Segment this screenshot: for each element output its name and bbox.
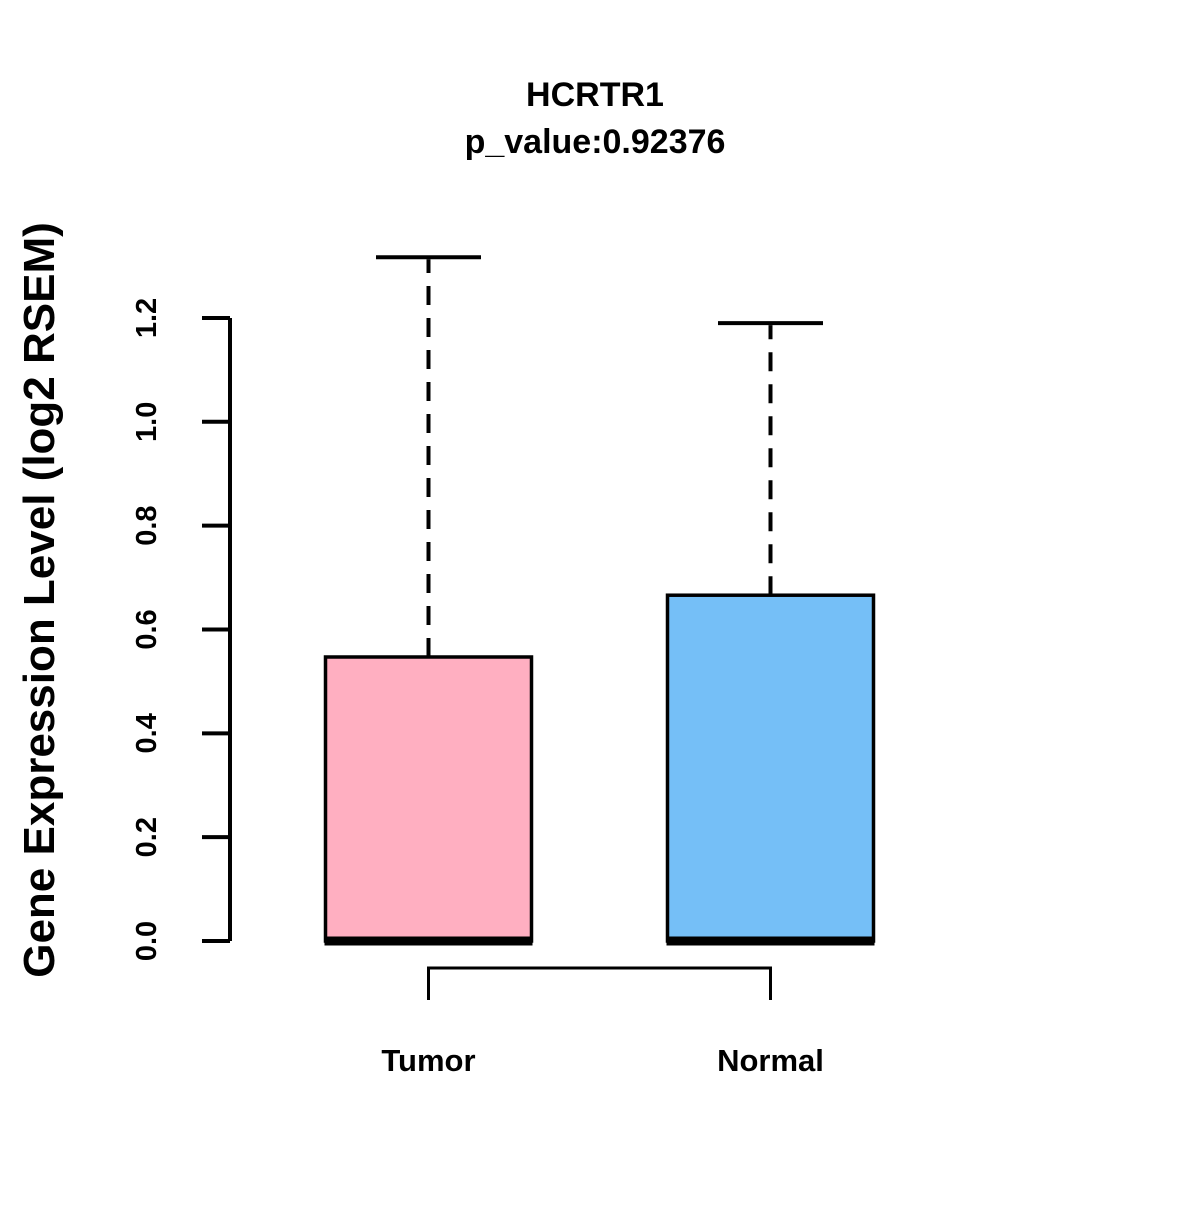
- boxplots: [323, 255, 876, 946]
- y-axis-label: Gene Expression Level (log2 RSEM): [15, 222, 64, 978]
- box-tumor: [323, 655, 534, 943]
- x-category-labels: Tumor Normal: [381, 1043, 823, 1078]
- x-label-normal: Normal: [717, 1043, 824, 1078]
- y-axis-tick-label: 0.6: [131, 609, 163, 649]
- comparison-bracket-line: [427, 966, 772, 1000]
- y-axis-tick-label: 0.4: [131, 713, 163, 753]
- y-axis-tick-label: 0.0: [131, 921, 163, 961]
- box-normal: [665, 593, 876, 943]
- y-axis-tick-label: 0.8: [131, 505, 163, 545]
- chart-title: HCRTR1: [526, 76, 664, 114]
- y-axis-tick-label: 1.2: [131, 298, 163, 338]
- x-label-tumor: Tumor: [381, 1043, 475, 1078]
- y-axis-tick-label: 0.2: [131, 817, 163, 857]
- y-axis-tick-label: 1.0: [131, 402, 163, 442]
- y-axis: 0.0 0.2 0.4 0.6 0.8 1.0 1.2: [131, 298, 232, 961]
- chart-subtitle: p_value:0.92376: [465, 123, 726, 161]
- comparison-bracket: [427, 966, 772, 1000]
